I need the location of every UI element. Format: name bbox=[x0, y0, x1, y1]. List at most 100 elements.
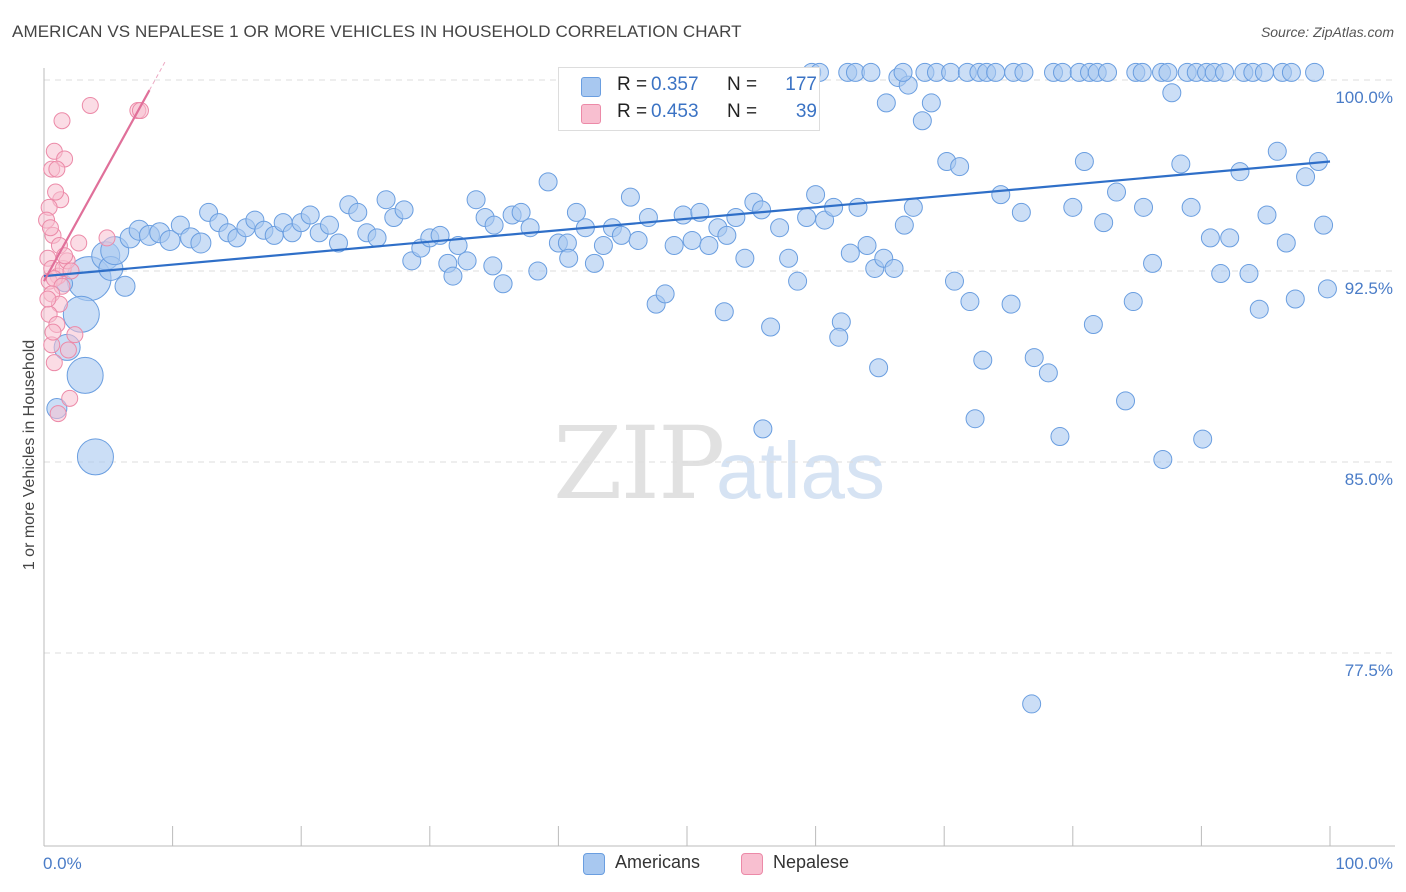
american-point bbox=[62, 295, 100, 333]
american-point bbox=[584, 253, 604, 273]
american-point bbox=[1305, 62, 1325, 82]
american-point bbox=[973, 350, 993, 370]
nepalese-point bbox=[98, 229, 116, 247]
american-point bbox=[1296, 167, 1316, 187]
chart-title: AMERICAN VS NEPALESE 1 OR MORE VEHICLES … bbox=[12, 22, 742, 41]
american-point bbox=[1024, 348, 1044, 368]
american-point bbox=[1074, 151, 1094, 171]
nepalese-point bbox=[49, 405, 67, 423]
american-point bbox=[484, 215, 504, 235]
american-point bbox=[655, 284, 675, 304]
american-points bbox=[46, 62, 1337, 714]
american-point bbox=[673, 205, 693, 225]
american-point bbox=[829, 327, 849, 347]
american-point bbox=[1220, 228, 1240, 248]
american-point bbox=[1281, 62, 1301, 82]
nepalese-point bbox=[41, 219, 59, 237]
american-point bbox=[466, 190, 486, 210]
source-credit: Source: ZipAtlas.com bbox=[1260, 24, 1394, 40]
american-point bbox=[1211, 264, 1231, 284]
american-point bbox=[493, 274, 513, 294]
american-point bbox=[348, 202, 368, 222]
american-point bbox=[664, 236, 684, 256]
american-point bbox=[159, 229, 181, 251]
american-point bbox=[941, 62, 961, 82]
american-point bbox=[779, 248, 799, 268]
american-point bbox=[1134, 197, 1154, 217]
american-point bbox=[538, 172, 558, 192]
american-point bbox=[328, 233, 348, 253]
american-point bbox=[714, 302, 734, 322]
bottom-label-americans: Americans bbox=[615, 852, 701, 872]
american-point bbox=[1285, 289, 1305, 309]
american-point bbox=[1276, 233, 1296, 253]
american-point bbox=[1181, 197, 1201, 217]
american-point bbox=[753, 419, 773, 439]
american-point bbox=[735, 248, 755, 268]
legend-swatch-americans bbox=[581, 77, 601, 97]
legend-n-label: N = bbox=[727, 101, 758, 122]
american-point bbox=[894, 215, 914, 235]
american-point bbox=[840, 243, 860, 263]
american-point bbox=[1083, 314, 1103, 334]
american-point bbox=[903, 197, 923, 217]
grid-lines bbox=[44, 79, 1395, 654]
american-point bbox=[394, 200, 414, 220]
american-point bbox=[1132, 62, 1152, 82]
american-point bbox=[1014, 62, 1034, 82]
american-point bbox=[367, 228, 387, 248]
nepalese-point bbox=[48, 160, 66, 178]
american-point bbox=[965, 409, 985, 429]
american-point bbox=[1162, 83, 1182, 103]
stats-legend: R = 0.357 N = 177 R = 0.453 N = 39 bbox=[558, 67, 820, 131]
american-point bbox=[806, 185, 826, 205]
american-point bbox=[593, 236, 613, 256]
american-point bbox=[483, 256, 503, 276]
nepalese-point bbox=[45, 354, 63, 372]
axes bbox=[43, 68, 1395, 847]
american-point bbox=[76, 438, 114, 476]
y-tick-label: 77.5% bbox=[1345, 661, 1393, 680]
american-point bbox=[1267, 141, 1287, 161]
american-point bbox=[788, 271, 808, 291]
american-point bbox=[528, 261, 548, 281]
american-point bbox=[1239, 264, 1259, 284]
american-point bbox=[443, 266, 463, 286]
nepalese-point bbox=[61, 389, 79, 407]
american-point bbox=[770, 218, 790, 238]
american-trend-line bbox=[43, 160, 1331, 278]
american-point bbox=[376, 190, 396, 210]
nepalese-point bbox=[39, 290, 57, 308]
american-point bbox=[726, 208, 746, 228]
american-point bbox=[921, 93, 941, 113]
american-point bbox=[1123, 292, 1143, 312]
american-point bbox=[628, 230, 648, 250]
nepalese-point bbox=[44, 323, 62, 341]
american-point bbox=[1050, 427, 1070, 447]
nepalese-point bbox=[81, 96, 99, 114]
american-point bbox=[797, 208, 817, 228]
american-point bbox=[893, 62, 913, 82]
american-point bbox=[876, 93, 896, 113]
american-point bbox=[448, 236, 468, 256]
american-point bbox=[1215, 62, 1235, 82]
american-point bbox=[1107, 182, 1127, 202]
x-tick-label: 100.0% bbox=[1335, 854, 1393, 873]
nepalese-trend-line bbox=[43, 89, 151, 282]
american-point bbox=[511, 202, 531, 222]
american-point bbox=[717, 225, 737, 245]
american-point bbox=[620, 187, 640, 207]
american-point bbox=[1158, 62, 1178, 82]
american-point bbox=[1022, 694, 1042, 714]
american-point bbox=[682, 230, 702, 250]
american-point bbox=[1011, 202, 1031, 222]
legend-swatch-nepalese bbox=[581, 104, 601, 124]
watermark-zip: ZIP bbox=[553, 405, 725, 522]
american-point bbox=[1001, 294, 1021, 314]
american-point bbox=[848, 197, 868, 217]
american-point bbox=[761, 317, 781, 337]
american-point bbox=[1098, 62, 1118, 82]
american-point bbox=[190, 232, 212, 254]
american-point bbox=[884, 258, 904, 278]
